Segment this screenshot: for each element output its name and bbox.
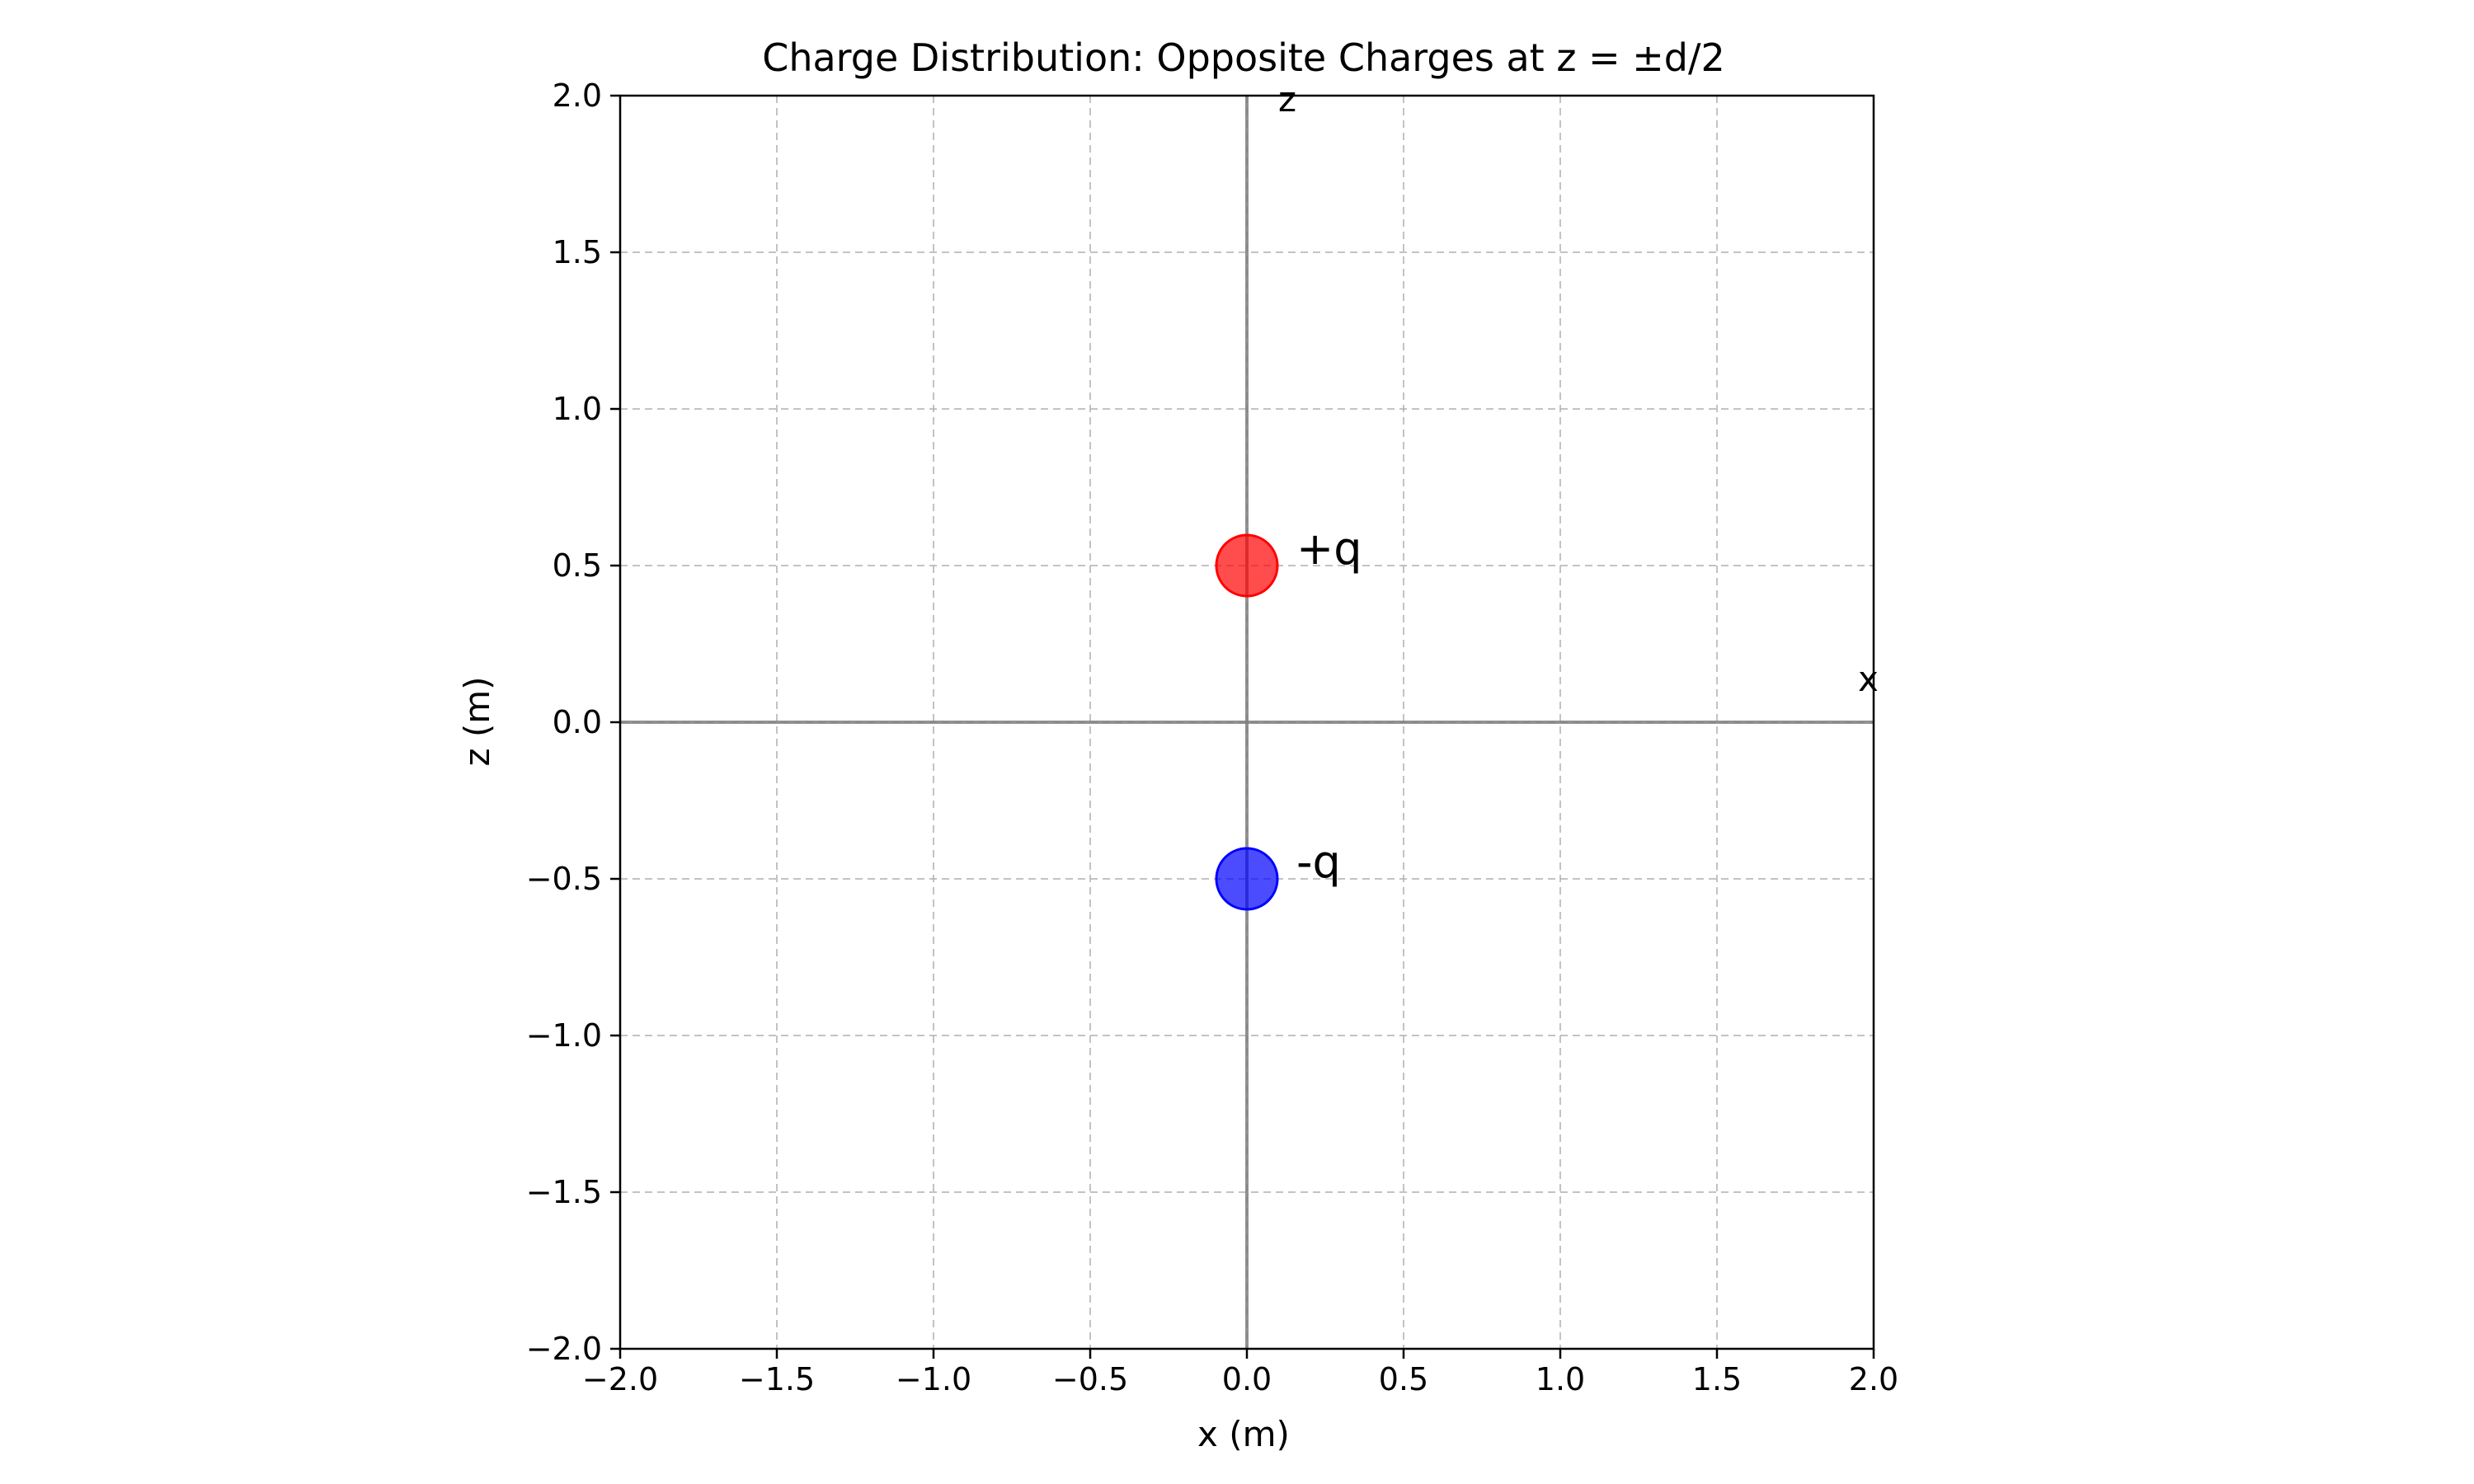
x-tick-label: 0.5 <box>1379 1361 1428 1397</box>
x-tick-label: −0.5 <box>1052 1361 1128 1397</box>
y-axis-ticks: −2.0 −1.5 −1.0 −0.5 0.0 0.5 1.0 1.5 2.0 <box>526 77 620 1367</box>
y-tick-label: −0.5 <box>526 861 602 897</box>
x-tick-label: 1.5 <box>1692 1361 1742 1397</box>
negative-charge-marker <box>1215 847 1279 911</box>
x-axis-ticks: −2.0 −1.5 −1.0 −0.5 0.0 0.5 1.0 1.5 2.0 <box>582 1349 1898 1397</box>
y-tick-label: 0.5 <box>553 547 602 584</box>
y-axis-label: z (m) <box>457 676 497 766</box>
y-tick-label: −2.0 <box>526 1331 602 1367</box>
x-tick-label: 0.0 <box>1222 1361 1272 1397</box>
x-tick-label: 1.0 <box>1536 1361 1585 1397</box>
x-axis-label: x (m) <box>1197 1414 1290 1454</box>
negative-charge-label: -q <box>1296 836 1341 888</box>
y-tick-label: 1.5 <box>553 234 602 270</box>
x-tick-label: −1.0 <box>896 1361 971 1397</box>
positive-charge-label: +q <box>1296 523 1362 575</box>
y-tick-label: −1.0 <box>526 1017 602 1054</box>
z-axis-marker-label: z <box>1278 79 1296 120</box>
y-tick-label: −1.5 <box>526 1174 602 1210</box>
axis-lines: zx <box>620 79 1879 1349</box>
positive-charge-marker <box>1215 533 1279 598</box>
x-tick-label: −2.0 <box>582 1361 658 1397</box>
chart-title: Charge Distribution: Opposite Charges at… <box>762 35 1725 80</box>
x-tick-label: −1.5 <box>739 1361 815 1397</box>
x-axis-marker-label: x <box>1858 659 1879 699</box>
x-tick-label: 2.0 <box>1849 1361 1898 1397</box>
y-tick-label: 2.0 <box>553 77 602 114</box>
charge-markers: +q -q <box>1215 523 1362 911</box>
y-tick-label: 0.0 <box>553 704 602 740</box>
y-tick-label: 1.0 <box>553 391 602 427</box>
